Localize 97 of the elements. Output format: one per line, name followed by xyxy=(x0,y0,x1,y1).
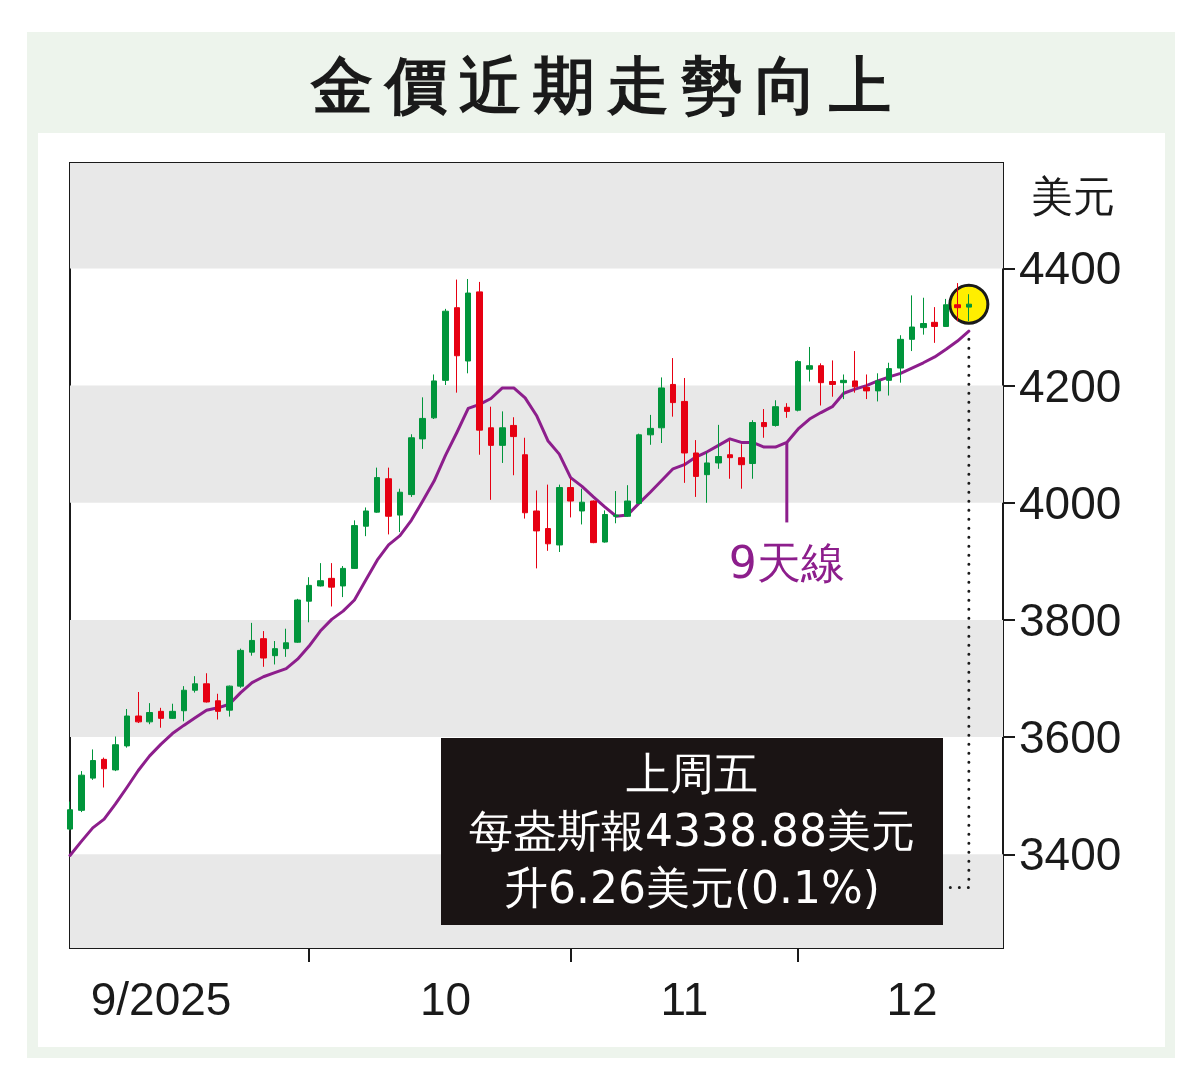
candlestick xyxy=(181,685,187,722)
candlestick xyxy=(192,675,198,694)
candlestick xyxy=(124,708,130,749)
candlestick xyxy=(499,410,506,464)
candlestick xyxy=(772,399,779,428)
candlestick xyxy=(442,308,449,386)
y-axis-title: 美元 xyxy=(1031,171,1115,223)
candlestick xyxy=(658,376,665,444)
candlestick xyxy=(340,565,346,598)
y-tick-label: 4200 xyxy=(1019,359,1122,412)
x-tick-label: 12 xyxy=(886,973,938,1025)
candlestick xyxy=(476,281,483,456)
y-tick-label: 4000 xyxy=(1019,476,1122,529)
candlestick xyxy=(624,484,631,518)
candlestick xyxy=(363,506,369,537)
candlestick xyxy=(510,416,517,476)
candlestick xyxy=(829,359,836,398)
candlestick xyxy=(818,362,824,407)
candlestick xyxy=(636,433,642,505)
candlestick xyxy=(840,373,847,400)
annotation: 升6.26美元(0.1%) xyxy=(502,861,882,915)
candlestick xyxy=(567,478,574,518)
candlestick xyxy=(306,576,312,623)
candlestick xyxy=(374,467,380,514)
y-tick-label: 3600 xyxy=(1019,711,1122,764)
candlestick xyxy=(533,489,540,569)
candlestick xyxy=(556,484,563,553)
candlestick xyxy=(647,414,654,446)
candlestick xyxy=(784,402,790,419)
candlestick xyxy=(135,691,142,724)
candlestick xyxy=(294,598,301,644)
candlestick xyxy=(920,297,927,336)
candlestick xyxy=(795,359,801,412)
candlestick xyxy=(806,346,813,383)
candlestick xyxy=(488,406,494,501)
candlestick xyxy=(863,373,870,400)
candlestick xyxy=(385,467,392,535)
chart-title: 金價近期走勢向上 xyxy=(309,48,904,124)
candlestick xyxy=(681,377,688,484)
line-series xyxy=(68,329,971,857)
x-tick-label: 11 xyxy=(660,973,709,1025)
candlestick xyxy=(852,350,858,394)
candlestick xyxy=(78,770,85,813)
candlestick xyxy=(966,293,972,322)
candlestick xyxy=(715,424,722,470)
y-tick-label: 3800 xyxy=(1019,593,1122,646)
candlestick xyxy=(67,801,73,831)
candlestick xyxy=(749,419,756,480)
candlestick xyxy=(931,306,938,344)
candlestick xyxy=(738,443,745,490)
candlestick xyxy=(431,373,437,420)
candlestick xyxy=(90,748,96,781)
candlestick xyxy=(954,282,961,322)
candlestick xyxy=(272,640,278,665)
candlestick xyxy=(283,628,289,658)
candlestick xyxy=(522,437,528,520)
candlestick xyxy=(704,451,710,504)
y-tick-label: 4400 xyxy=(1019,242,1122,295)
candlestick xyxy=(670,357,676,418)
annotation: 上周五 xyxy=(625,747,759,801)
candlestick xyxy=(328,562,335,607)
candlestick xyxy=(146,702,153,725)
candlestick xyxy=(727,440,733,480)
candlestick xyxy=(317,562,324,588)
candlestick xyxy=(169,703,176,720)
annotation: 每盎斯報4338.88美元 xyxy=(468,804,916,858)
candlestick xyxy=(351,519,358,570)
candlestick xyxy=(260,630,267,668)
x-tick-label: 9/2025 xyxy=(90,973,232,1025)
candlestick xyxy=(943,298,949,328)
x-tick-label: 10 xyxy=(419,973,472,1025)
candlestick xyxy=(602,509,608,544)
legend-label: 9天線 xyxy=(728,536,845,588)
candlestick xyxy=(579,488,585,525)
candlestick xyxy=(454,279,460,394)
candlestick xyxy=(693,439,699,498)
y-tick-label: 3400 xyxy=(1019,828,1122,881)
candlestick xyxy=(101,757,107,788)
candlestick xyxy=(397,488,403,533)
candlestick xyxy=(158,707,164,729)
candlestick xyxy=(875,372,881,402)
candlestick xyxy=(237,648,244,689)
candlestick xyxy=(909,294,915,352)
candlestick xyxy=(545,484,551,552)
candlestick xyxy=(408,433,415,498)
candlestick xyxy=(897,334,904,384)
candlestick xyxy=(226,685,233,718)
candlestick xyxy=(761,408,767,439)
candlestick xyxy=(249,622,255,657)
candlestick xyxy=(203,672,210,704)
candlestick xyxy=(419,396,426,450)
candlestick xyxy=(465,278,471,374)
candlestick xyxy=(112,736,119,772)
candlestick xyxy=(590,499,597,544)
candlestick xyxy=(215,693,221,721)
candlestick xyxy=(613,490,619,524)
candlestick xyxy=(886,362,892,397)
